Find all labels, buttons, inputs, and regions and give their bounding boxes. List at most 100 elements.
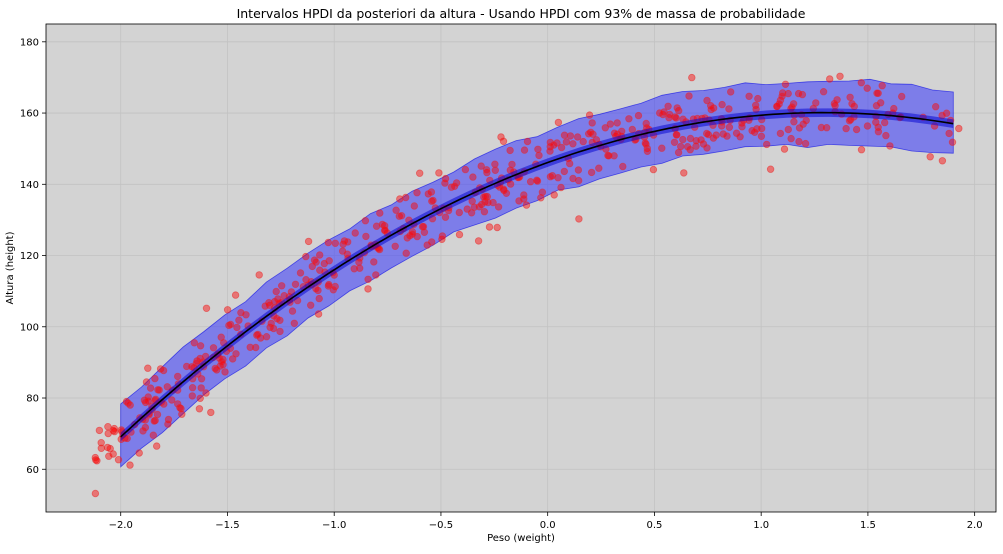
scatter-point — [280, 292, 288, 300]
scatter-point — [178, 410, 186, 418]
scatter-point — [784, 89, 792, 98]
scatter-point — [262, 333, 271, 341]
scatter-point — [523, 137, 532, 146]
scatter-point — [845, 117, 854, 125]
scatter-point — [826, 75, 834, 83]
scatter-point — [848, 100, 856, 108]
scatter-point — [634, 111, 643, 120]
scatter-point — [441, 213, 450, 221]
scatter-point — [190, 339, 198, 347]
scatter-point — [522, 201, 531, 209]
scatter-point — [408, 230, 417, 238]
scatter-point — [588, 119, 596, 127]
scatter-point — [267, 319, 275, 328]
scatter-point — [679, 135, 687, 144]
scatter-point — [296, 269, 305, 277]
scatter-point — [231, 291, 240, 299]
y-tick-label: 120 — [20, 251, 39, 262]
scatter-point — [316, 266, 324, 274]
scatter-point — [188, 392, 196, 400]
scatter-point — [649, 165, 658, 174]
scatter-point — [312, 258, 320, 266]
scatter-point — [97, 439, 105, 447]
scatter-point — [618, 127, 626, 135]
scatter-point — [173, 400, 182, 408]
scatter-point — [546, 147, 554, 155]
scatter-point — [307, 301, 315, 309]
scatter-point — [396, 195, 404, 203]
scatter-point — [550, 191, 558, 199]
scatter-point — [126, 461, 134, 469]
scatter-point — [155, 386, 163, 394]
scatter-point — [435, 169, 443, 177]
scatter-point — [882, 131, 890, 140]
scatter-point — [344, 238, 352, 246]
scatter-point — [535, 151, 543, 160]
scatter-point — [455, 230, 464, 239]
scatter-point — [784, 125, 792, 134]
scatter-point — [613, 119, 621, 127]
scatter-point — [672, 114, 680, 122]
scatter-point — [97, 444, 105, 452]
scatter-point — [932, 102, 940, 111]
scatter-point — [948, 138, 957, 146]
scatter-point — [381, 226, 389, 234]
scatter-point — [483, 168, 491, 177]
scatter-point — [736, 133, 744, 141]
scatter-point — [152, 442, 161, 450]
x-tick-label: 2.0 — [967, 520, 983, 531]
scatter-point — [109, 426, 117, 435]
scatter-point — [703, 144, 711, 152]
scatter-point — [673, 104, 681, 112]
scatter-point — [672, 131, 681, 139]
scatter-point — [207, 408, 215, 417]
scatter-point — [836, 72, 844, 80]
scatter-point — [794, 89, 803, 98]
scatter-point — [502, 189, 511, 197]
x-tick-label: 1.0 — [753, 520, 769, 531]
scatter-point — [781, 80, 790, 88]
scatter-point — [150, 417, 158, 425]
scatter-point — [146, 384, 155, 392]
scatter-point — [955, 124, 963, 133]
scatter-point — [397, 211, 406, 220]
scatter-point — [595, 164, 603, 172]
scatter-point — [168, 396, 176, 404]
x-tick-label: −0.5 — [429, 520, 453, 531]
scatter-point — [428, 238, 436, 246]
scatter-point — [566, 132, 575, 140]
scatter-point — [775, 100, 783, 108]
scatter-point — [842, 124, 850, 133]
scatter-point — [331, 239, 339, 247]
scatter-point — [408, 227, 417, 236]
scatter-point — [605, 152, 613, 160]
scatter-point — [196, 342, 205, 350]
scatter-point — [450, 182, 459, 190]
scatter-point — [151, 374, 159, 383]
scatter-point — [474, 237, 483, 245]
scatter-point — [489, 198, 497, 207]
scatter-point — [881, 118, 889, 127]
scatter-point — [376, 209, 384, 217]
scatter-point — [817, 123, 826, 132]
scatter-point — [320, 259, 328, 268]
scatter-point — [938, 157, 947, 165]
scatter-point — [738, 123, 746, 131]
scatter-point — [878, 81, 886, 90]
scatter-point — [480, 207, 489, 216]
scatter-point — [872, 101, 881, 110]
scatter-point — [93, 457, 101, 465]
scatter-point — [718, 100, 726, 109]
scatter-point — [315, 294, 323, 303]
scatter-point — [575, 215, 583, 223]
scatter-point — [641, 139, 649, 147]
y-tick-label: 60 — [26, 465, 39, 476]
scatter-point — [499, 185, 508, 193]
y-tick-label: 180 — [20, 37, 39, 48]
y-axis-label: Altura (height) — [5, 231, 16, 304]
x-tick-label: 0.0 — [540, 520, 556, 531]
scatter-point — [945, 129, 953, 138]
scatter-point — [271, 297, 279, 306]
scatter-point — [246, 343, 254, 351]
scatter-point — [579, 137, 587, 146]
